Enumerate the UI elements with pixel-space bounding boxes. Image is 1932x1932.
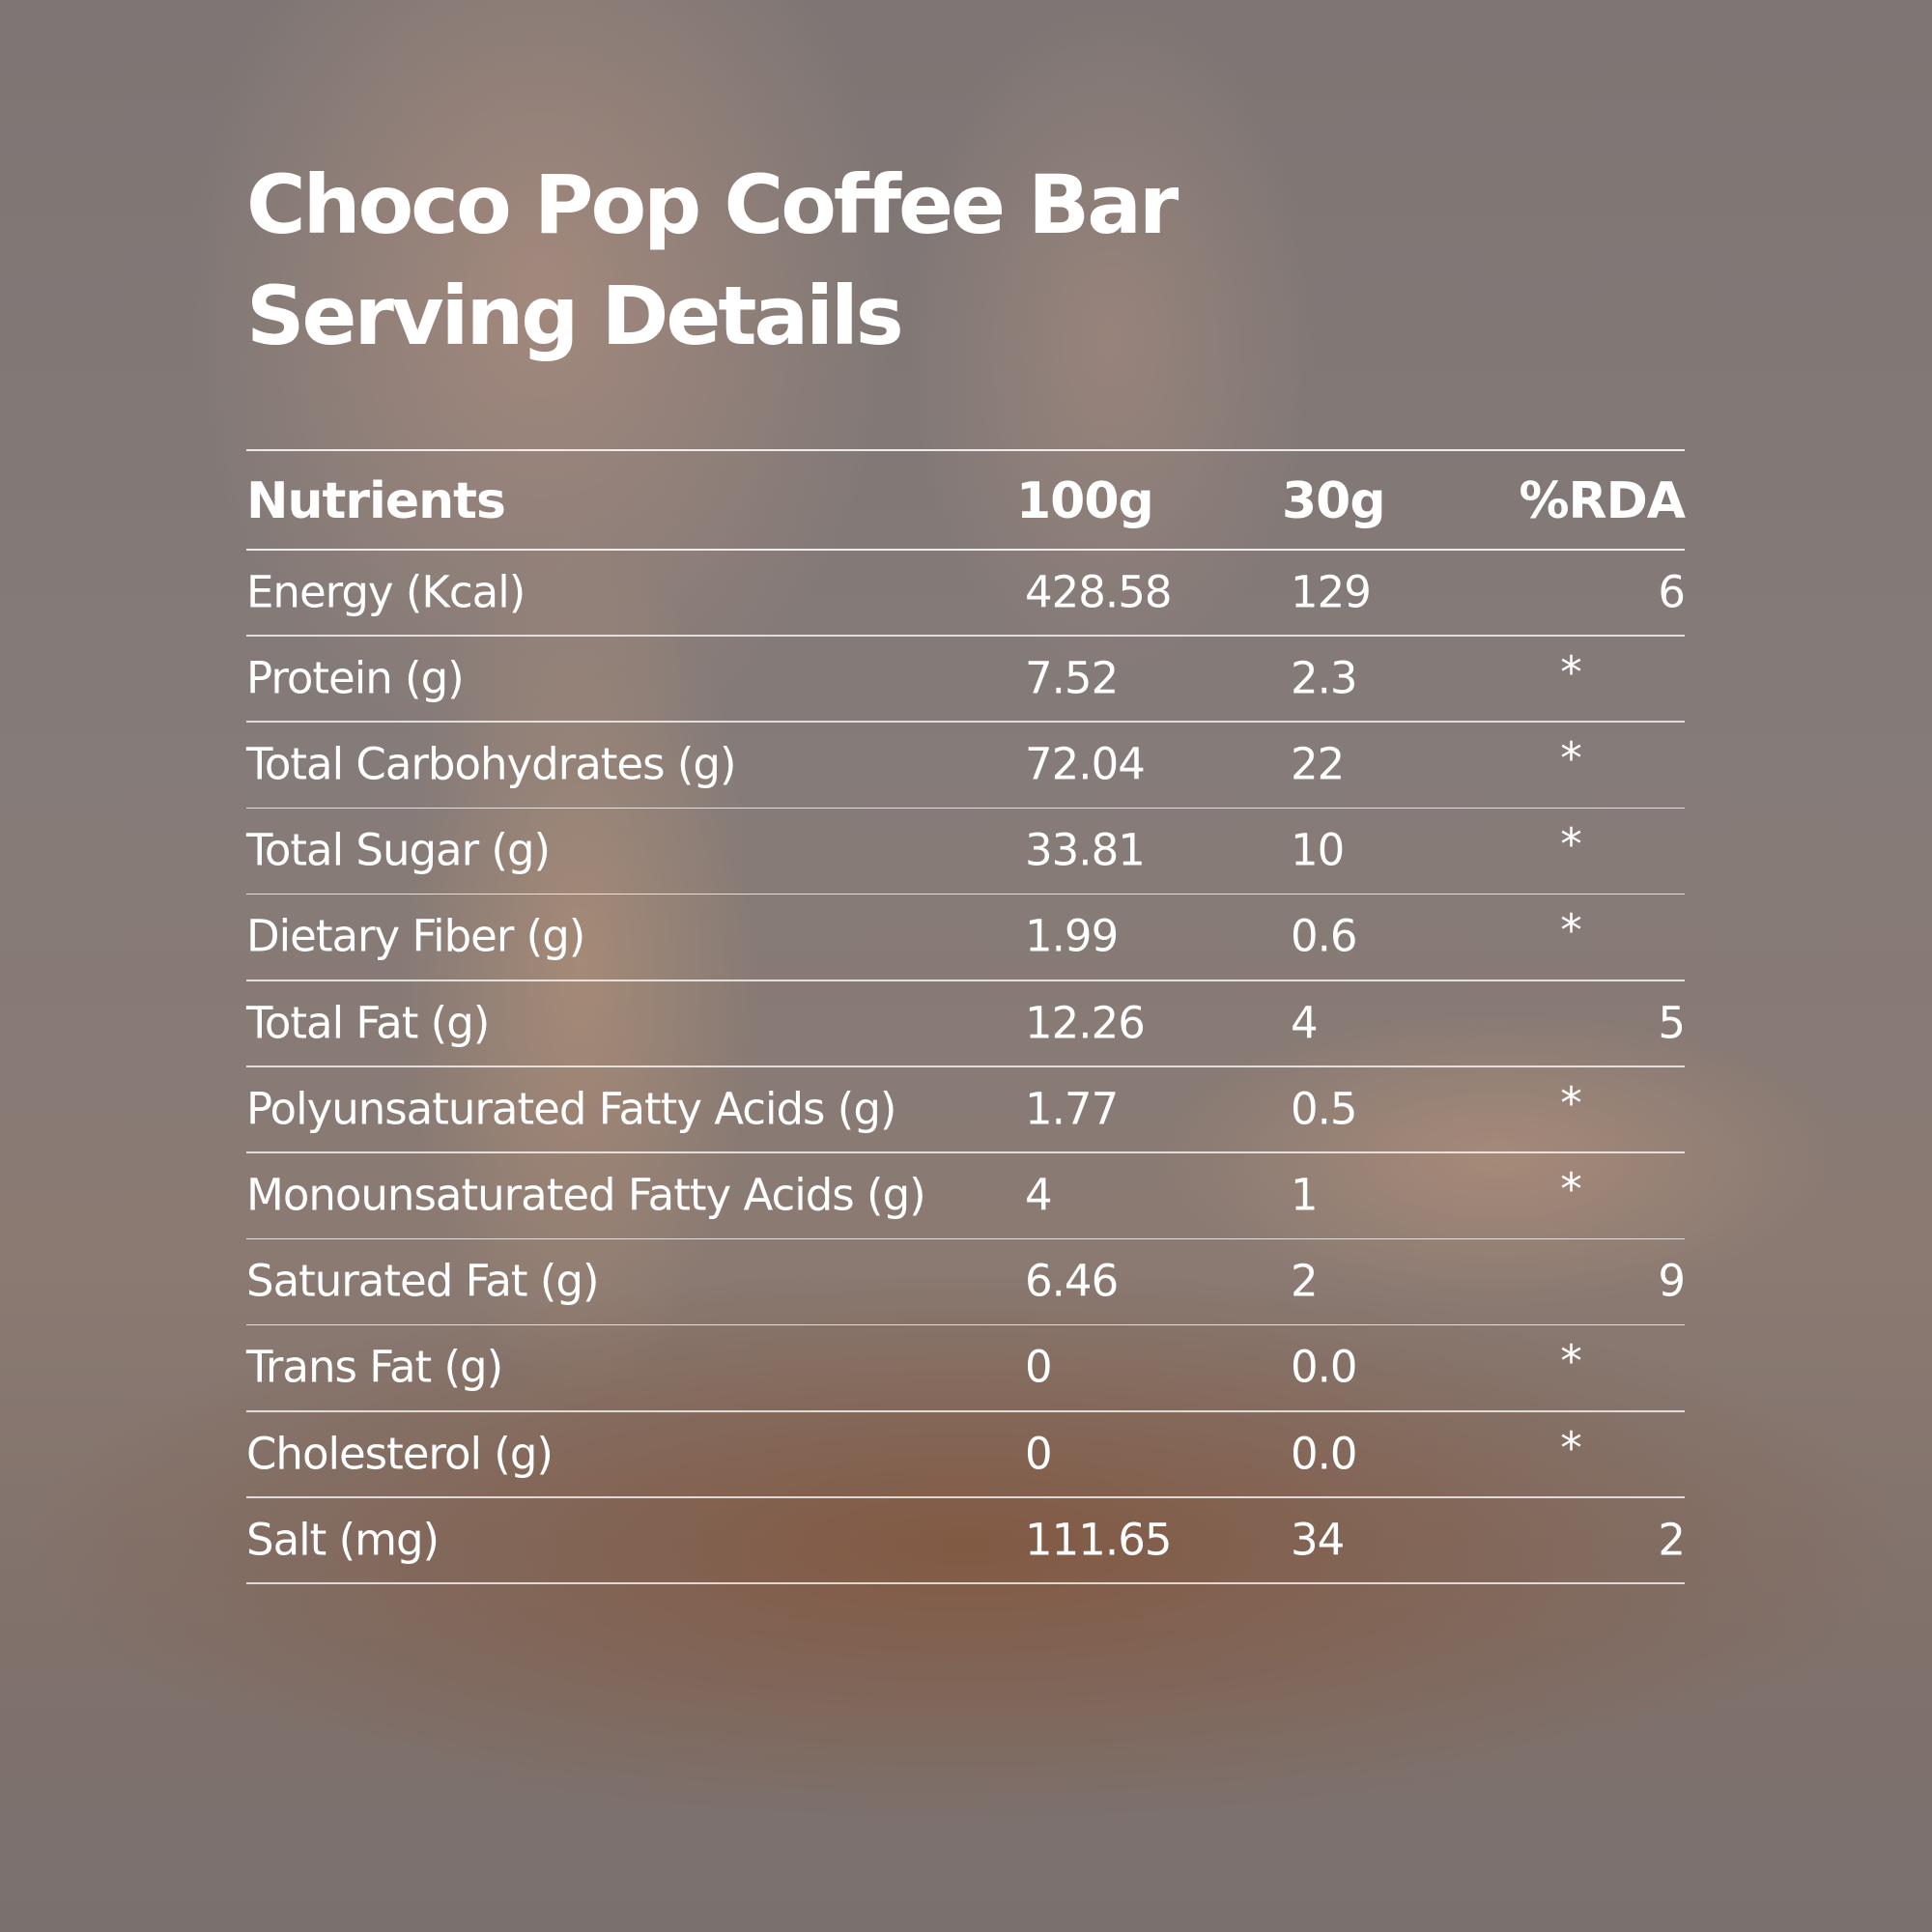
nutrient-value: 2 [1291,1255,1319,1307]
rda-value: 5 [1658,997,1686,1049]
title-line: Choco Pop Coffee Bar [246,157,1179,252]
nutrient-value: 0.0 [1291,1428,1358,1480]
nutrient-value: 4 [1291,997,1319,1049]
nutrient-value: 72.04 [1025,738,1146,790]
nutrient-value: 111.65 [1025,1514,1172,1566]
nutrient-value: 1.77 [1025,1083,1119,1135]
nutrient-name: Total Fat (g) [246,997,490,1049]
table-rule [246,449,1685,451]
column-header: Nutrients [246,472,506,530]
rda-value: 9 [1658,1255,1686,1307]
rda-value: * [1560,646,1581,698]
table-rule [246,549,1685,551]
nutrient-value: 33.81 [1025,824,1146,876]
nutrient-name: Total Sugar (g) [246,824,551,876]
table-rule [246,980,1685,981]
nutrient-value: 10 [1291,824,1345,876]
nutrient-value: 428.58 [1025,566,1172,618]
rda-value: * [1560,1077,1581,1129]
column-header: 30g [1282,472,1386,530]
nutrient-name: Dietary Fiber (g) [246,910,585,962]
rda-value: * [1560,904,1581,956]
nutrient-name: Polyunsaturated Fatty Acids (g) [246,1083,896,1135]
nutrient-value: 34 [1291,1514,1345,1566]
column-header: 100g [1016,472,1154,530]
nutrient-name: Saturated Fat (g) [246,1255,600,1307]
table-rule [246,721,1685,723]
column-header: %RDA [1519,472,1686,530]
title-line: Serving Details [246,269,904,363]
nutrient-value: 2.3 [1291,652,1358,704]
table-rule [246,1237,1685,1240]
nutrient-value: 0 [1025,1341,1053,1393]
rda-value: * [1560,1335,1581,1387]
table-rule [246,1323,1685,1326]
nutrient-value: 0.5 [1291,1083,1358,1135]
rda-value: * [1560,1422,1581,1474]
nutrient-name: Energy (Kcal) [246,566,526,618]
table-rule [246,1496,1685,1498]
rda-value: * [1560,818,1581,870]
rda-value: * [1560,1163,1581,1215]
nutrient-value: 7.52 [1025,652,1119,704]
nutrient-name: Protein (g) [246,652,465,704]
table-rule [246,1151,1685,1153]
nutrient-name: Total Carbohydrates (g) [246,738,737,790]
table-rule [246,1065,1685,1067]
nutrient-value: 0.6 [1291,910,1358,962]
nutrient-name: Trans Fat (g) [246,1341,503,1393]
rda-value: 2 [1658,1514,1686,1566]
nutrient-value: 0 [1025,1428,1053,1480]
rda-value: * [1560,732,1581,784]
nutrient-value: 0.0 [1291,1341,1358,1393]
table-rule [246,1410,1685,1412]
nutrient-value: 1 [1291,1169,1319,1221]
table-rule [246,893,1685,895]
table-rule [246,635,1685,637]
nutrient-name: Salt (mg) [246,1514,440,1566]
nutrient-value: 4 [1025,1169,1053,1221]
table-rule [246,807,1685,810]
nutrient-value: 6.46 [1025,1255,1119,1307]
table-rule [246,1582,1685,1584]
nutrient-value: 1.99 [1025,910,1119,962]
nutrient-name: Monounsaturated Fatty Acids (g) [246,1169,926,1221]
nutrient-name: Cholesterol (g) [246,1428,554,1480]
rda-value: 6 [1658,566,1686,618]
nutrient-value: 22 [1291,738,1345,790]
nutrient-value: 129 [1291,566,1372,618]
nutrient-value: 12.26 [1025,997,1146,1049]
